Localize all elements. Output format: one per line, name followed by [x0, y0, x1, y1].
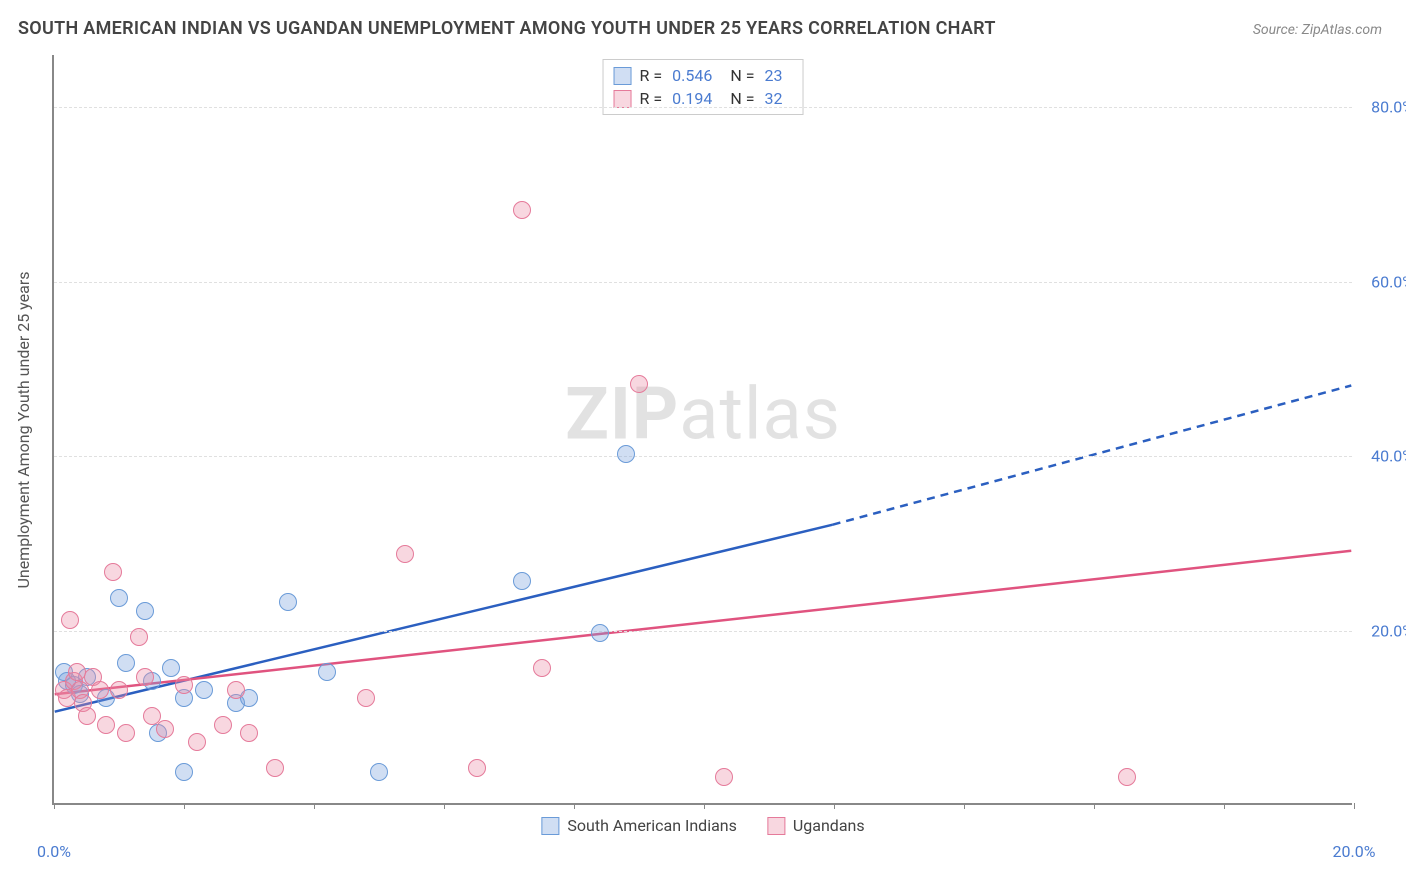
- data-point: [162, 659, 180, 677]
- x-tick: [964, 803, 965, 809]
- x-tick: [574, 803, 575, 809]
- data-point: [279, 593, 297, 611]
- r-label-0: R =: [640, 66, 663, 85]
- r-value-1: 0.194: [672, 89, 712, 108]
- x-tick: [314, 803, 315, 809]
- data-point: [513, 572, 531, 590]
- x-tick: [184, 803, 185, 809]
- watermark-bold: ZIP: [565, 372, 679, 457]
- data-point: [130, 628, 148, 646]
- x-tick: [1094, 803, 1095, 809]
- x-tick: [1354, 803, 1355, 809]
- watermark: ZIPatlas: [565, 372, 841, 457]
- r-value-0: 0.546: [672, 66, 712, 85]
- data-point: [78, 707, 96, 725]
- data-point: [370, 763, 388, 781]
- data-point: [117, 654, 135, 672]
- source-attribution: Source: ZipAtlas.com: [1253, 22, 1382, 38]
- legend-series-swatch-1: [767, 817, 785, 835]
- chart-container: SOUTH AMERICAN INDIAN VS UGANDAN UNEMPLO…: [0, 0, 1406, 892]
- data-point: [533, 659, 551, 677]
- data-point: [188, 733, 206, 751]
- data-point: [136, 668, 154, 686]
- data-point: [630, 375, 648, 393]
- data-point: [61, 611, 79, 629]
- y-axis-title: Unemployment Among Youth under 25 years: [14, 271, 33, 588]
- chart-title: SOUTH AMERICAN INDIAN VS UGANDAN UNEMPLO…: [18, 18, 996, 39]
- legend-series: South American Indians Ugandans: [541, 816, 864, 835]
- data-point: [97, 716, 115, 734]
- n-value-1: 32: [764, 89, 782, 108]
- data-point: [1118, 768, 1136, 786]
- data-point: [91, 681, 109, 699]
- legend-series-item-1: Ugandans: [767, 816, 865, 835]
- data-point: [396, 545, 414, 563]
- legend-swatch-0: [614, 67, 632, 85]
- data-point: [513, 201, 531, 219]
- r-label-1: R =: [640, 89, 663, 108]
- x-tick-label: 20.0%: [1333, 842, 1376, 861]
- data-point: [175, 676, 193, 694]
- data-point: [240, 724, 258, 742]
- gridline-h: [54, 282, 1352, 283]
- data-point: [357, 689, 375, 707]
- legend-series-label-0: South American Indians: [567, 816, 737, 835]
- x-tick-label: 0.0%: [37, 842, 71, 861]
- legend-stats-row-0: R = 0.546 N = 23: [614, 64, 793, 87]
- legend-series-item-0: South American Indians: [541, 816, 737, 835]
- y-tick-label: 60.0%: [1371, 272, 1406, 291]
- legend-series-swatch-0: [541, 817, 559, 835]
- data-point: [591, 624, 609, 642]
- x-tick: [834, 803, 835, 809]
- data-point: [266, 759, 284, 777]
- legend-swatch-1: [614, 90, 632, 108]
- data-point: [227, 681, 245, 699]
- plot-area: ZIPatlas R = 0.546 N = 23 R = 0.194 N = …: [52, 55, 1352, 805]
- y-tick-label: 80.0%: [1371, 98, 1406, 117]
- data-point: [110, 589, 128, 607]
- data-point: [715, 768, 733, 786]
- gridline-h: [54, 107, 1352, 108]
- y-tick-label: 20.0%: [1371, 621, 1406, 640]
- n-label-1: N =: [730, 89, 754, 108]
- data-point: [156, 720, 174, 738]
- n-label-0: N =: [730, 66, 754, 85]
- n-value-0: 23: [764, 66, 782, 85]
- y-tick-label: 40.0%: [1371, 447, 1406, 466]
- data-point: [468, 759, 486, 777]
- data-point: [136, 602, 154, 620]
- gridline-h: [54, 631, 1352, 632]
- legend-series-label-1: Ugandans: [793, 816, 865, 835]
- gridline-h: [54, 456, 1352, 457]
- x-tick: [704, 803, 705, 809]
- data-point: [195, 681, 213, 699]
- data-point: [68, 663, 86, 681]
- data-point: [617, 445, 635, 463]
- watermark-light: atlas: [679, 372, 841, 457]
- data-point: [318, 663, 336, 681]
- data-point: [110, 681, 128, 699]
- x-tick: [444, 803, 445, 809]
- x-tick: [1224, 803, 1225, 809]
- x-tick: [54, 803, 55, 809]
- data-point: [104, 563, 122, 581]
- data-point: [117, 724, 135, 742]
- data-point: [214, 716, 232, 734]
- data-point: [175, 763, 193, 781]
